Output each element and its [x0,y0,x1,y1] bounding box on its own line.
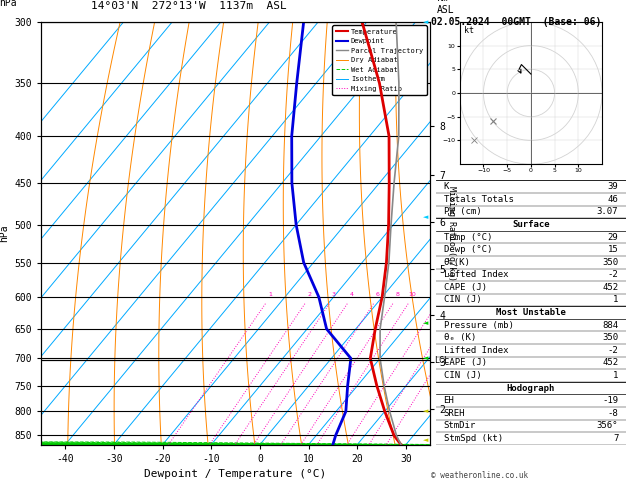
Text: 1: 1 [613,371,618,380]
Text: ◄: ◄ [423,408,428,415]
Text: ◄: ◄ [423,214,428,220]
Text: 1: 1 [268,292,272,297]
Text: Hodograph: Hodograph [507,383,555,393]
Text: -2: -2 [608,270,618,279]
Text: -2: -2 [608,346,618,355]
Text: ◄: ◄ [423,19,428,25]
Text: 39: 39 [608,182,618,191]
Text: 350: 350 [602,258,618,267]
Text: θₑ (K): θₑ (K) [443,333,476,342]
Y-axis label: hPa: hPa [0,225,9,242]
Text: 6: 6 [376,292,380,297]
Text: 8: 8 [395,292,399,297]
Text: 452: 452 [602,283,618,292]
Y-axis label: Mixing Ratio (g/kg): Mixing Ratio (g/kg) [447,186,456,281]
Text: km
ASL: km ASL [437,0,455,15]
Text: 46: 46 [608,195,618,204]
Text: Dewp (°C): Dewp (°C) [443,245,492,254]
Text: kt: kt [464,26,474,35]
Text: StmSpd (kt): StmSpd (kt) [443,434,503,443]
Text: 4: 4 [350,292,353,297]
Text: 884: 884 [602,321,618,330]
Text: K: K [443,182,449,191]
Text: Totals Totals: Totals Totals [443,195,513,204]
Legend: Temperature, Dewpoint, Parcel Trajectory, Dry Adiabat, Wet Adiabat, Isotherm, Mi: Temperature, Dewpoint, Parcel Trajectory… [332,25,426,95]
Text: 02.05.2024  00GMT  (Base: 06): 02.05.2024 00GMT (Base: 06) [431,17,601,27]
Text: ◄: ◄ [423,355,428,362]
Text: -8: -8 [608,409,618,418]
Text: CIN (J): CIN (J) [443,371,481,380]
Text: © weatheronline.co.uk: © weatheronline.co.uk [431,471,528,480]
Text: LCL: LCL [434,356,449,364]
Text: Pressure (mb): Pressure (mb) [443,321,513,330]
Text: EH: EH [443,396,454,405]
Text: hPa: hPa [0,0,17,8]
Text: SREH: SREH [443,409,465,418]
Text: CAPE (J): CAPE (J) [443,283,487,292]
Text: 350: 350 [602,333,618,342]
Text: 14°03'N  272°13'W  1137m  ASL: 14°03'N 272°13'W 1137m ASL [91,1,287,11]
Text: CIN (J): CIN (J) [443,295,481,304]
Text: 452: 452 [602,358,618,367]
Text: 1: 1 [613,295,618,304]
Text: CAPE (J): CAPE (J) [443,358,487,367]
Text: 29: 29 [608,233,618,242]
Text: -19: -19 [602,396,618,405]
Text: ◄: ◄ [423,437,428,443]
Text: θₑ(K): θₑ(K) [443,258,470,267]
Text: Temp (°C): Temp (°C) [443,233,492,242]
Text: 2: 2 [308,292,311,297]
Text: PW (cm): PW (cm) [443,208,481,216]
Text: 7: 7 [613,434,618,443]
Text: Most Unstable: Most Unstable [496,308,566,317]
X-axis label: Dewpoint / Temperature (°C): Dewpoint / Temperature (°C) [145,469,326,479]
Text: Lifted Index: Lifted Index [443,270,508,279]
Text: 3.07: 3.07 [597,208,618,216]
Text: 10: 10 [408,292,416,297]
Text: Surface: Surface [512,220,550,229]
Text: 15: 15 [608,245,618,254]
Text: 356°: 356° [597,421,618,430]
Text: StmDir: StmDir [443,421,476,430]
Text: 3: 3 [331,292,336,297]
Text: ◄: ◄ [423,320,428,326]
Text: Lifted Index: Lifted Index [443,346,508,355]
